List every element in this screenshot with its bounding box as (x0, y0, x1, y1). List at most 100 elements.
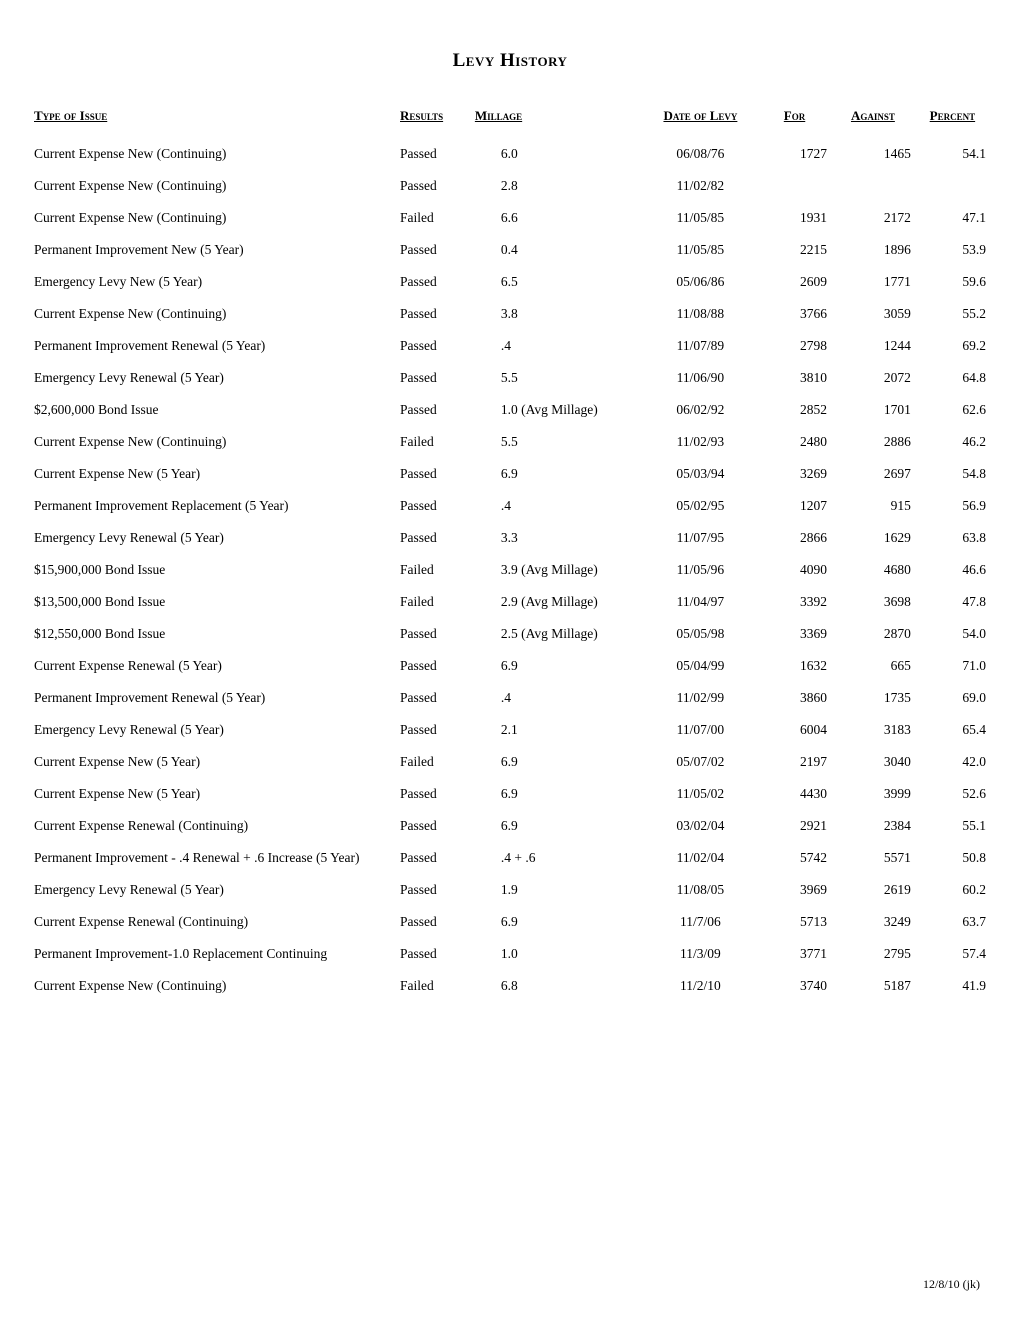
cell-millage: 6.5 (471, 266, 643, 298)
cell-percent: 46.6 (915, 554, 990, 586)
cell-millage: 6.9 (471, 650, 643, 682)
cell-for: 1632 (758, 650, 831, 682)
cell-type: Permanent Improvement-1.0 Replacement Co… (30, 938, 396, 970)
cell-against: 2172 (831, 202, 915, 234)
cell-date: 05/05/98 (643, 618, 758, 650)
cell-type: Current Expense New (5 Year) (30, 458, 396, 490)
cell-percent: 59.6 (915, 266, 990, 298)
cell-millage: .4 (471, 682, 643, 714)
cell-type: Current Expense New (5 Year) (30, 778, 396, 810)
cell-type: Permanent Improvement Renewal (5 Year) (30, 330, 396, 362)
cell-results: Passed (396, 618, 471, 650)
cell-against: 4680 (831, 554, 915, 586)
cell-results: Failed (396, 202, 471, 234)
cell-date: 05/03/94 (643, 458, 758, 490)
page-title: Levy History (30, 50, 990, 72)
cell-date: 05/02/95 (643, 490, 758, 522)
cell-millage: 5.5 (471, 362, 643, 394)
cell-millage: 6.0 (471, 138, 643, 170)
table-body: Current Expense New (Continuing)Passed6.… (30, 138, 990, 1002)
cell-against: 1244 (831, 330, 915, 362)
cell-against: 2697 (831, 458, 915, 490)
cell-type: Current Expense New (Continuing) (30, 138, 396, 170)
header-date: Date of Levy (643, 102, 758, 138)
cell-type: Current Expense Renewal (5 Year) (30, 650, 396, 682)
cell-against: 3183 (831, 714, 915, 746)
header-millage: Millage (471, 102, 643, 138)
cell-millage: .4 (471, 490, 643, 522)
cell-type: $13,500,000 Bond Issue (30, 586, 396, 618)
cell-millage: 5.5 (471, 426, 643, 458)
cell-millage: 2.9 (Avg Millage) (471, 586, 643, 618)
cell-results: Failed (396, 746, 471, 778)
cell-type: Permanent Improvement New (5 Year) (30, 234, 396, 266)
header-against: Against (831, 102, 915, 138)
cell-type: $2,600,000 Bond Issue (30, 394, 396, 426)
cell-against: 665 (831, 650, 915, 682)
cell-type: Emergency Levy Renewal (5 Year) (30, 362, 396, 394)
cell-against: 5571 (831, 842, 915, 874)
cell-type: Current Expense Renewal (Continuing) (30, 810, 396, 842)
cell-date: 11/02/82 (643, 170, 758, 202)
cell-for: 2609 (758, 266, 831, 298)
cell-percent: 55.2 (915, 298, 990, 330)
cell-millage: 3.9 (Avg Millage) (471, 554, 643, 586)
cell-against: 3059 (831, 298, 915, 330)
table-row: Current Expense Renewal (5 Year)Passed6.… (30, 650, 990, 682)
cell-results: Passed (396, 650, 471, 682)
table-row: Current Expense New (Continuing)Failed5.… (30, 426, 990, 458)
table-row: Current Expense New (5 Year)Failed6.905/… (30, 746, 990, 778)
cell-results: Passed (396, 906, 471, 938)
cell-for: 3740 (758, 970, 831, 1002)
cell-percent: 64.8 (915, 362, 990, 394)
cell-percent: 63.8 (915, 522, 990, 554)
cell-for: 1207 (758, 490, 831, 522)
footer-text: 12/8/10 (jk) (923, 1277, 980, 1292)
cell-date: 11/02/04 (643, 842, 758, 874)
cell-type: $15,900,000 Bond Issue (30, 554, 396, 586)
cell-for: 2798 (758, 330, 831, 362)
cell-date: 11/07/89 (643, 330, 758, 362)
cell-type: Current Expense New (Continuing) (30, 202, 396, 234)
cell-against: 1896 (831, 234, 915, 266)
cell-percent: 47.1 (915, 202, 990, 234)
cell-against: 2619 (831, 874, 915, 906)
cell-date: 11/08/88 (643, 298, 758, 330)
cell-type: Current Expense Renewal (Continuing) (30, 906, 396, 938)
cell-results: Passed (396, 714, 471, 746)
cell-date: 06/02/92 (643, 394, 758, 426)
cell-date: 11/2/10 (643, 970, 758, 1002)
cell-for: 4430 (758, 778, 831, 810)
cell-percent: 54.8 (915, 458, 990, 490)
cell-date: 11/08/05 (643, 874, 758, 906)
cell-date: 11/02/99 (643, 682, 758, 714)
table-row: Emergency Levy New (5 Year)Passed6.505/0… (30, 266, 990, 298)
table-row: Permanent Improvement Renewal (5 Year)Pa… (30, 330, 990, 362)
cell-millage: 2.8 (471, 170, 643, 202)
cell-type: Emergency Levy Renewal (5 Year) (30, 874, 396, 906)
table-row: Emergency Levy Renewal (5 Year)Passed2.1… (30, 714, 990, 746)
cell-results: Passed (396, 330, 471, 362)
cell-type: Emergency Levy Renewal (5 Year) (30, 522, 396, 554)
cell-millage: 3.3 (471, 522, 643, 554)
cell-for: 3810 (758, 362, 831, 394)
cell-results: Passed (396, 234, 471, 266)
cell-results: Passed (396, 138, 471, 170)
table-row: Permanent Improvement-1.0 Replacement Co… (30, 938, 990, 970)
cell-millage: 3.8 (471, 298, 643, 330)
table-row: Current Expense New (Continuing)Failed6.… (30, 202, 990, 234)
table-row: Current Expense New (5 Year)Passed6.911/… (30, 778, 990, 810)
cell-millage: 0.4 (471, 234, 643, 266)
cell-results: Failed (396, 426, 471, 458)
table-row: Permanent Improvement - .4 Renewal + .6 … (30, 842, 990, 874)
cell-against: 1629 (831, 522, 915, 554)
cell-against: 1465 (831, 138, 915, 170)
cell-date: 11/7/06 (643, 906, 758, 938)
cell-for: 1727 (758, 138, 831, 170)
cell-percent: 71.0 (915, 650, 990, 682)
cell-type: Current Expense New (5 Year) (30, 746, 396, 778)
cell-for: 3766 (758, 298, 831, 330)
cell-against: 2886 (831, 426, 915, 458)
cell-against: 3040 (831, 746, 915, 778)
cell-percent: 41.9 (915, 970, 990, 1002)
